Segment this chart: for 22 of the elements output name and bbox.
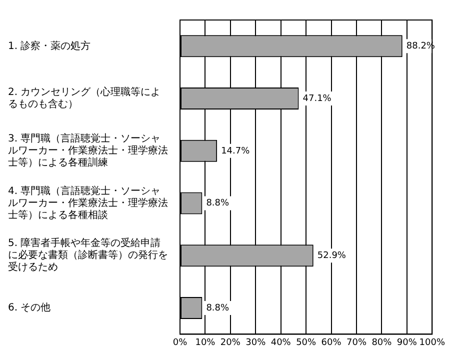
x-tick-label: 80% xyxy=(372,338,392,348)
y-tick-label: 1. 診察・薬の処方 xyxy=(8,40,91,52)
x-tick-label: 10% xyxy=(195,338,216,348)
x-tick-label: 90% xyxy=(396,338,418,348)
x-tick-label: 20% xyxy=(220,338,241,348)
data-label: 52.9% xyxy=(317,250,346,261)
y-tick-label: 5. 障害者手帳や年金等の受給申請に必要な書類（診断書等）の発行を受けるため xyxy=(8,237,168,274)
y-tick-label: 6. その他 xyxy=(8,302,51,314)
data-label: 8.8% xyxy=(206,198,230,209)
data-label: 14.7% xyxy=(221,146,250,156)
y-tick-label: 4. 専門職（言語聴覚士・ソーシャルワーカー・作業療法士・理学療法士等）による各種相談 xyxy=(8,184,168,221)
x-tick-label: 40% xyxy=(270,338,292,348)
y-tick-label: 2. カウンセリング（心理職等によるものも含む） xyxy=(8,86,161,110)
x-tick-label: 70% xyxy=(346,338,367,348)
x-tick-label: 50% xyxy=(296,338,317,348)
x-tick-label: 100% xyxy=(419,338,446,348)
data-label: 47.1% xyxy=(302,94,332,104)
y-tick-label: 3. 専門職（言語聴覚士・ソーシャルワーカー・作業療法士・理学療法士等）による各種訓練 xyxy=(8,132,168,169)
x-tick-label: 60% xyxy=(321,338,342,348)
x-tick-label: 0% xyxy=(172,338,188,348)
data-label: 8.8% xyxy=(206,303,230,314)
x-tick-label: 30% xyxy=(246,338,266,348)
